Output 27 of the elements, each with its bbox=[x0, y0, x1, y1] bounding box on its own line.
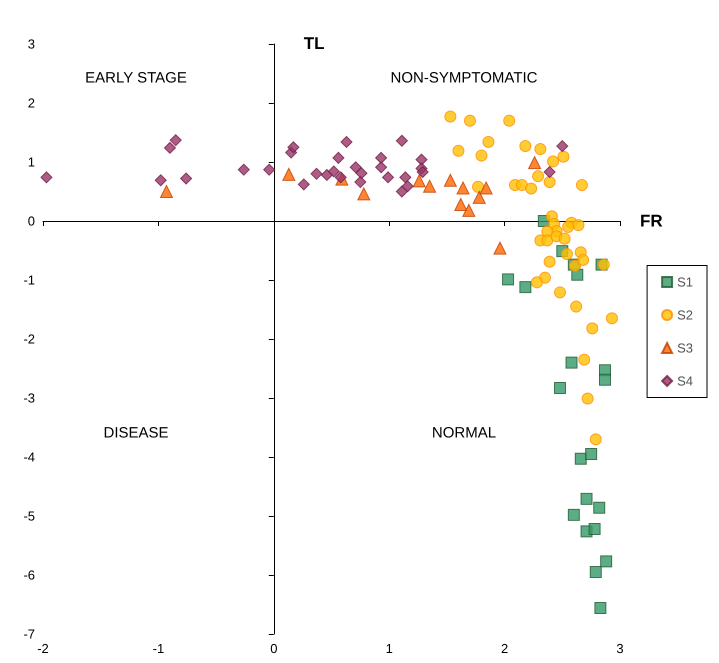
legend-label: S2 bbox=[677, 308, 694, 322]
annotation: EARLY STAGE bbox=[85, 70, 187, 86]
y-tick-label: -2 bbox=[23, 332, 35, 346]
y-tick-label: 1 bbox=[28, 154, 35, 170]
y-tick-label: 3 bbox=[28, 36, 35, 52]
y-tick-label: -3 bbox=[23, 390, 35, 406]
y-axis-title: TL bbox=[304, 34, 325, 53]
y-tick-label: -7 bbox=[23, 626, 35, 642]
x-tick-label: 1 bbox=[386, 641, 393, 656]
x-tick-label: 0 bbox=[270, 641, 278, 656]
x-tick-label: 3 bbox=[616, 641, 624, 656]
legend-label: S3 bbox=[677, 340, 694, 356]
annotation: DISEASE bbox=[103, 424, 169, 442]
y-tick-label: 0 bbox=[28, 214, 35, 228]
y-tick-label: -5 bbox=[23, 508, 35, 524]
x-axis-title: FR bbox=[640, 212, 663, 230]
y-tick-label: 2 bbox=[28, 96, 35, 110]
annotation: NON-SYMPTOMATIC bbox=[390, 70, 538, 86]
x-tick-label: -2 bbox=[37, 641, 49, 656]
y-tick-label: -4 bbox=[23, 450, 35, 464]
y-tick-label: -1 bbox=[23, 272, 35, 288]
annotation: NORMAL bbox=[432, 424, 496, 442]
legend-label: S1 bbox=[677, 274, 694, 290]
legend-label: S4 bbox=[677, 374, 694, 388]
x-tick-label: -1 bbox=[152, 641, 164, 656]
y-tick-label: -6 bbox=[23, 568, 35, 582]
x-tick-label: 2 bbox=[500, 641, 508, 656]
